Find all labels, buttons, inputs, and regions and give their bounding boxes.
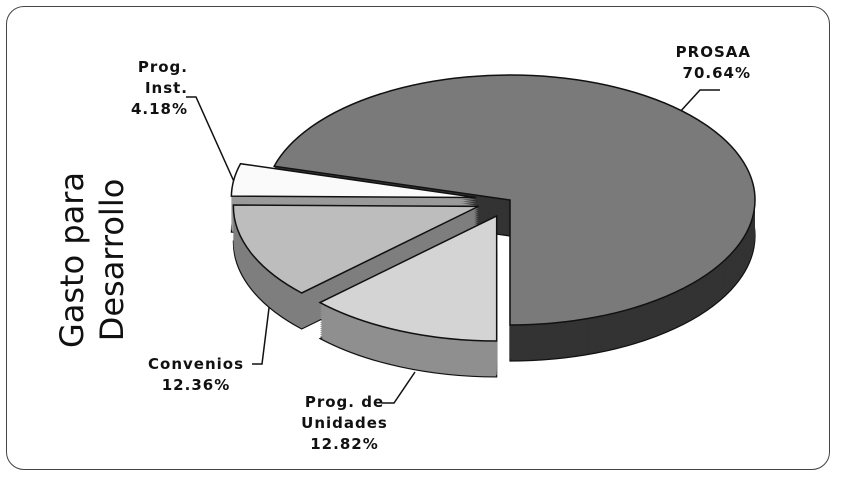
value-label: 4.18%: [130, 100, 188, 118]
category-label: Convenios: [148, 355, 244, 373]
category-label: PROSAA: [675, 43, 751, 61]
chart-title: Gasto para Desarrollo: [53, 171, 131, 349]
slice: [272, 74, 756, 326]
leader-line: [252, 299, 271, 365]
value-label: 70.64%: [682, 64, 751, 82]
slice-label: Prog. de Unidades 12.82%: [297, 392, 392, 455]
slice-label: Prog. Inst. 4.18%: [98, 57, 188, 120]
slice: [232, 204, 479, 294]
slice: [230, 162, 477, 199]
value-label: 12.36%: [161, 376, 231, 394]
slice: [318, 214, 498, 342]
category-label: Prog. Inst.: [137, 58, 188, 97]
category-label: Prog. de Unidades: [301, 393, 388, 432]
value-label: 12.82%: [310, 435, 379, 453]
frame: [6, 6, 830, 470]
leader-line: [186, 96, 241, 196]
leader-line: [382, 371, 416, 404]
slice-label: Convenios 12.36%: [148, 354, 244, 396]
slice-label: PROSAA 70.64%: [676, 42, 751, 84]
